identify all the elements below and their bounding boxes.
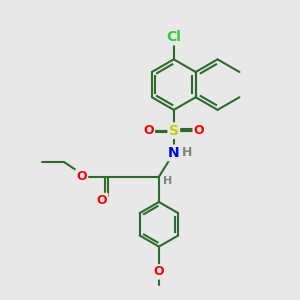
Text: H: H	[163, 176, 172, 186]
Text: Cl: Cl	[166, 30, 181, 44]
Text: O: O	[154, 266, 164, 278]
Text: O: O	[97, 194, 107, 207]
Text: O: O	[76, 170, 87, 183]
Text: O: O	[194, 124, 204, 137]
Text: N: N	[168, 146, 180, 160]
Text: O: O	[143, 124, 154, 137]
Text: S: S	[169, 124, 179, 138]
Text: H: H	[182, 146, 192, 160]
